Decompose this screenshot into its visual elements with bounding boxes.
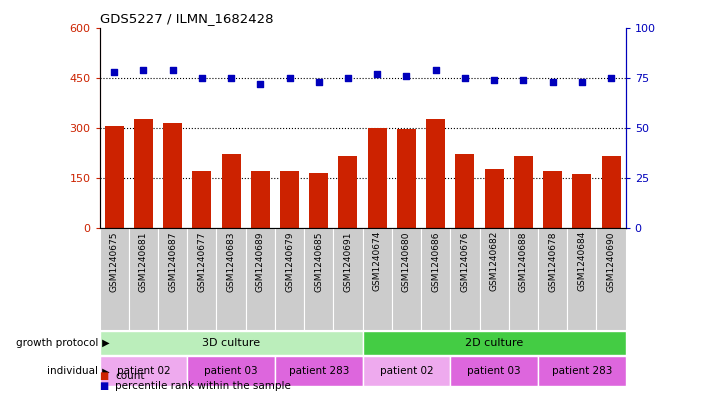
Point [255, 81, 266, 87]
Bar [275, 356, 363, 386]
Bar [222, 154, 240, 228]
Bar [134, 119, 153, 228]
Bar [392, 228, 421, 330]
Text: ■: ■ [100, 371, 109, 381]
Text: GSM1240676: GSM1240676 [461, 231, 469, 292]
Point [518, 77, 529, 83]
Point [430, 66, 442, 73]
Text: GSM1240687: GSM1240687 [168, 231, 177, 292]
Bar [456, 154, 474, 228]
Text: patient 283: patient 283 [552, 366, 612, 376]
Text: patient 03: patient 03 [204, 366, 258, 376]
Text: 2D culture: 2D culture [465, 338, 523, 348]
Text: patient 03: patient 03 [467, 366, 521, 376]
Bar [251, 171, 269, 228]
Bar [450, 228, 479, 330]
Text: individual: individual [47, 366, 98, 376]
Text: ▶: ▶ [99, 366, 109, 376]
Text: patient 02: patient 02 [380, 366, 433, 376]
Bar [602, 156, 621, 228]
Bar [100, 228, 129, 330]
Text: GSM1240683: GSM1240683 [227, 231, 235, 292]
Bar [105, 126, 124, 228]
Text: growth protocol: growth protocol [16, 338, 98, 348]
Bar [363, 228, 392, 330]
Bar [216, 228, 246, 330]
Bar [187, 228, 216, 330]
Text: GSM1240679: GSM1240679 [285, 231, 294, 292]
Bar [100, 356, 187, 386]
Point [547, 79, 558, 85]
Bar [514, 156, 533, 228]
Point [313, 79, 324, 85]
Bar [280, 171, 299, 228]
Point [167, 66, 178, 73]
Bar [363, 356, 450, 386]
Bar [543, 171, 562, 228]
Point [109, 68, 120, 75]
Bar [163, 123, 182, 228]
Text: patient 02: patient 02 [117, 366, 170, 376]
Text: GDS5227 / ILMN_1682428: GDS5227 / ILMN_1682428 [100, 12, 273, 25]
Point [605, 75, 616, 81]
Bar [129, 228, 158, 330]
Bar [158, 228, 187, 330]
Text: GSM1240678: GSM1240678 [548, 231, 557, 292]
Text: GSM1240689: GSM1240689 [256, 231, 264, 292]
Bar [246, 228, 275, 330]
Bar [597, 228, 626, 330]
Bar [333, 228, 363, 330]
Bar [426, 119, 445, 228]
Text: GSM1240690: GSM1240690 [606, 231, 616, 292]
Text: ▶: ▶ [99, 338, 109, 348]
Bar [509, 228, 538, 330]
Bar [538, 356, 626, 386]
Text: GSM1240674: GSM1240674 [373, 231, 382, 291]
Text: GSM1240677: GSM1240677 [198, 231, 206, 292]
Point [138, 66, 149, 73]
Text: GSM1240675: GSM1240675 [109, 231, 119, 292]
Text: count: count [115, 371, 144, 381]
Text: percentile rank within the sample: percentile rank within the sample [115, 381, 291, 391]
Point [401, 72, 412, 79]
Bar [304, 228, 333, 330]
Point [284, 75, 295, 81]
Bar [309, 173, 328, 228]
Bar [363, 331, 626, 355]
Bar [275, 228, 304, 330]
Text: GSM1240685: GSM1240685 [314, 231, 324, 292]
Text: patient 283: patient 283 [289, 366, 349, 376]
Point [372, 70, 383, 77]
Bar [572, 174, 592, 228]
Bar [187, 356, 275, 386]
Bar [485, 169, 503, 228]
Text: ■: ■ [100, 381, 109, 391]
Text: 3D culture: 3D culture [202, 338, 260, 348]
Point [342, 75, 353, 81]
Point [459, 75, 471, 81]
Bar [368, 128, 387, 228]
Text: GSM1240691: GSM1240691 [343, 231, 353, 292]
Bar [479, 228, 509, 330]
Bar [193, 171, 211, 228]
Point [576, 79, 587, 85]
Bar [397, 129, 416, 228]
Point [196, 75, 208, 81]
Bar [421, 228, 450, 330]
Bar [100, 331, 363, 355]
Text: GSM1240686: GSM1240686 [431, 231, 440, 292]
Text: GSM1240688: GSM1240688 [519, 231, 528, 292]
Bar [538, 228, 567, 330]
Point [488, 77, 500, 83]
Text: GSM1240682: GSM1240682 [490, 231, 498, 291]
Text: GSM1240684: GSM1240684 [577, 231, 587, 291]
Point [225, 75, 237, 81]
Text: GSM1240681: GSM1240681 [139, 231, 148, 292]
Bar [567, 228, 597, 330]
Bar [338, 156, 358, 228]
Bar [450, 356, 538, 386]
Text: GSM1240680: GSM1240680 [402, 231, 411, 292]
